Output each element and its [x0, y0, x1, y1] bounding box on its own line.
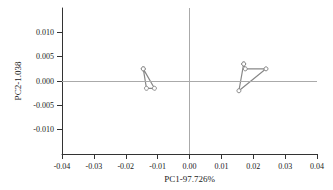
- svg-text:0.00: 0.00: [183, 162, 197, 171]
- svg-text:-0.03: -0.03: [86, 162, 103, 171]
- svg-text:-0.04: -0.04: [54, 162, 71, 171]
- svg-text:-0.01: -0.01: [149, 162, 166, 171]
- svg-text:PC1-97.726%: PC1-97.726%: [164, 174, 215, 184]
- svg-text:0.01: 0.01: [214, 162, 228, 171]
- svg-text:0.010: 0.010: [36, 28, 54, 37]
- svg-text:0.03: 0.03: [278, 162, 292, 171]
- svg-text:-0.02: -0.02: [117, 162, 134, 171]
- svg-text:0.000: 0.000: [36, 77, 54, 86]
- svg-text:0.04: 0.04: [310, 162, 324, 171]
- svg-text:-0.010: -0.010: [33, 125, 54, 134]
- svg-text:0.005: 0.005: [36, 52, 54, 61]
- svg-text:PC2-1.038: PC2-1.038: [13, 61, 23, 100]
- svg-text:0.02: 0.02: [246, 162, 260, 171]
- svg-text:-0.005: -0.005: [33, 101, 54, 110]
